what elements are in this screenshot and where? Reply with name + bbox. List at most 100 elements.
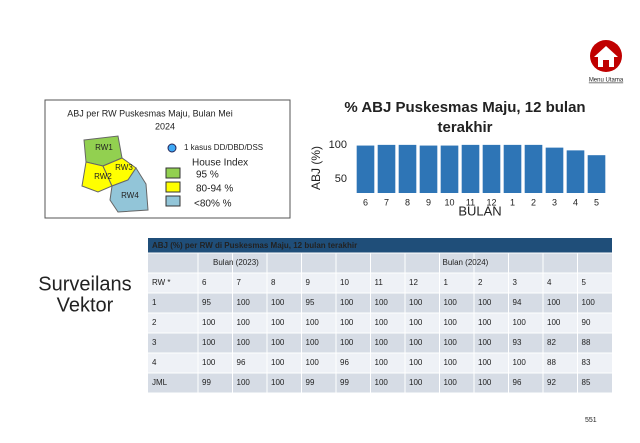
x-tick-label: 5: [594, 197, 599, 207]
bar: [398, 144, 417, 193]
bar: [524, 144, 543, 193]
table-cell: 100: [444, 338, 458, 347]
home-button[interactable]: Menu Utama: [589, 40, 624, 84]
table-cell: 99: [340, 378, 349, 387]
table-title: ABJ (%) per RW di Puskesmas Maju, 12 bul…: [152, 241, 357, 250]
table-cell: 100: [340, 298, 354, 307]
x-axis-label: BULAN: [458, 203, 501, 218]
case-legend: 1 kasus DD/DBD/DSS: [184, 143, 263, 152]
table-header-cell: 5: [582, 278, 587, 287]
table-cell: 100: [375, 338, 389, 347]
table-row-bg: [148, 333, 612, 353]
table-cell: 100: [409, 338, 423, 347]
table-cell: 100: [409, 298, 423, 307]
table-cell: 83: [582, 358, 591, 367]
table-cell: 100: [444, 318, 458, 327]
table-cell: 88: [547, 358, 556, 367]
table-header-cell: 2: [478, 278, 483, 287]
case-marker: [167, 143, 177, 153]
x-tick-label: 8: [405, 197, 410, 207]
table: ABJ (%) per RW di Puskesmas Maju, 12 bul…: [148, 238, 612, 394]
table-cell: 100: [271, 358, 285, 367]
table-cell: 100: [202, 338, 216, 347]
chart-title-line: terakhir: [437, 119, 492, 136]
table-cell: 100: [340, 338, 354, 347]
table-cell: 99: [306, 378, 315, 387]
legend-label: <80% %: [194, 199, 232, 210]
x-tick-label: 7: [384, 197, 389, 207]
table-cell: 95: [202, 298, 211, 307]
table-cell: 92: [547, 378, 556, 387]
table-cell: JML: [152, 378, 168, 387]
table-cell: 3: [152, 338, 157, 347]
table-header-cell: 7: [237, 278, 242, 287]
x-tick-label: 11: [466, 197, 475, 207]
table-title-bg: [148, 238, 612, 253]
chart-title-line: % ABJ Puskesmas Maju, 12 bulan: [344, 99, 585, 116]
x-tick-label: 3: [552, 197, 557, 207]
legend-swatch: [165, 195, 181, 207]
table-cell: 100: [478, 318, 492, 327]
map-title: 2024: [155, 121, 175, 131]
table-cell: 100: [513, 318, 527, 327]
x-tick-label: 4: [573, 197, 578, 207]
table-cell: 100: [478, 378, 492, 387]
y-tick-label: 50: [335, 173, 347, 185]
table-row-bg: [148, 253, 612, 273]
table-cell: 100: [271, 318, 285, 327]
table-cell: 88: [582, 338, 591, 347]
bar: [377, 144, 396, 193]
x-tick-label: 10: [444, 197, 454, 207]
menu-label[interactable]: Menu Utama: [589, 78, 624, 84]
table-cell: 100: [478, 358, 492, 367]
table-row-bg: [148, 353, 612, 373]
bar: [461, 144, 480, 193]
table-cell: 100: [375, 358, 389, 367]
table-cell: 100: [478, 338, 492, 347]
map-area-label: RW3: [115, 163, 133, 172]
table-header-cell: 12: [409, 278, 418, 287]
table-cell: 100: [478, 298, 492, 307]
table-cell: 100: [409, 378, 423, 387]
table-cell: 100: [444, 378, 458, 387]
map-area-label: RW4: [121, 191, 139, 200]
map-area-label: RW1: [95, 143, 113, 152]
home-icon-roof: [594, 46, 618, 57]
bar: [587, 155, 606, 193]
table-row-bg: [148, 273, 612, 293]
table-cell: 100: [306, 358, 320, 367]
bar: [503, 144, 522, 193]
table-cell: 100: [237, 298, 251, 307]
table-cell: 100: [409, 358, 423, 367]
x-tick-label: 12: [486, 197, 496, 207]
x-tick-label: 6: [363, 197, 368, 207]
bar: [482, 144, 501, 193]
table-cell: 100: [409, 318, 423, 327]
table-header-cell: 4: [547, 278, 552, 287]
table-cell: 100: [444, 358, 458, 367]
side-title: Surveilans: [38, 273, 131, 295]
x-tick-label: 2: [531, 197, 536, 207]
table-cell: 100: [306, 318, 320, 327]
x-tick-label: 1: [510, 197, 515, 207]
legend-swatch: [165, 181, 181, 193]
page-number: 551: [585, 417, 597, 424]
table-cell: 100: [271, 378, 285, 387]
bar: [566, 150, 585, 193]
table-cell: 93: [513, 338, 522, 347]
table-cell: 100: [306, 338, 320, 347]
y-axis-label: ABJ (%): [309, 146, 323, 190]
table-cell: 96: [340, 358, 349, 367]
table-header-cell: 3: [513, 278, 518, 287]
table-cell: 100: [547, 318, 561, 327]
bar: [440, 145, 459, 193]
bar: [356, 145, 375, 193]
table-cell: 1: [152, 298, 157, 307]
table-cell: 100: [237, 338, 251, 347]
map-area: [109, 167, 149, 213]
legend-title: House Index: [192, 158, 248, 169]
table-header-cell: 8: [271, 278, 276, 287]
table-cell: 100: [582, 298, 596, 307]
table-header-cell: 11: [375, 278, 384, 287]
